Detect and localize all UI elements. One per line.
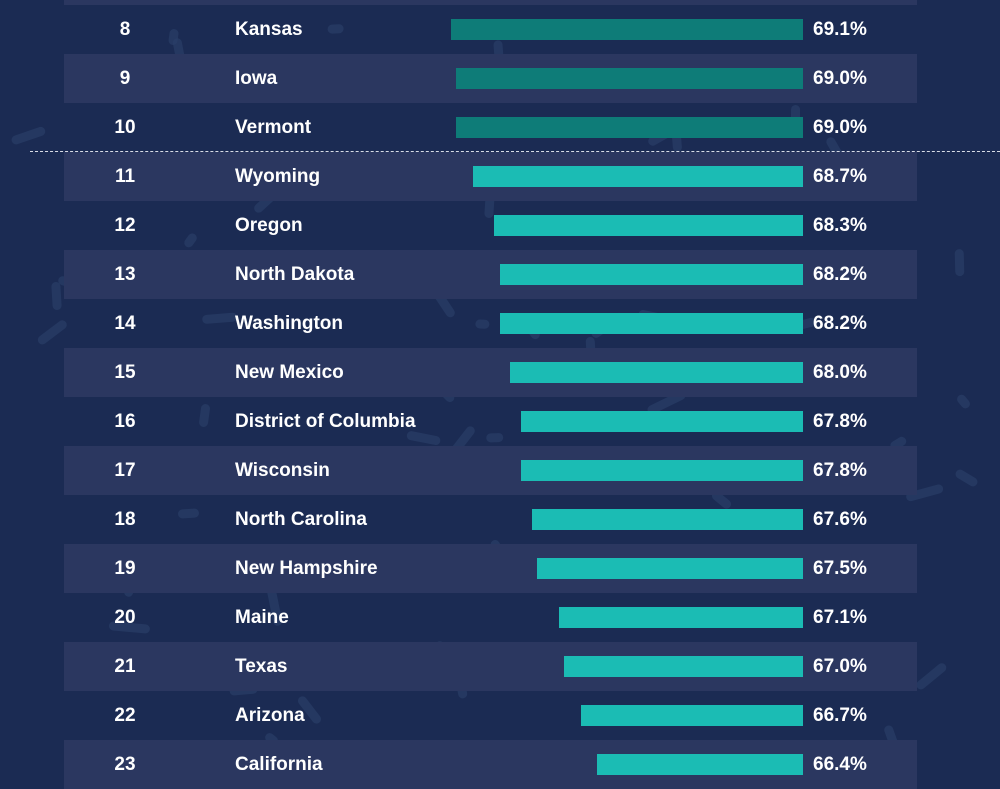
bar: [559, 607, 803, 628]
rank-label: 9: [119, 68, 131, 89]
rank-label: 22: [114, 705, 136, 726]
state-label: Vermont: [235, 117, 312, 138]
table-row: 8 Kansas 69.1%: [64, 5, 917, 54]
table-row: 21 Texas 67.0%: [64, 642, 917, 691]
rank-label: 20: [114, 607, 136, 628]
bar: [537, 558, 803, 579]
value-label: 68.3%: [813, 215, 867, 236]
value-label: 67.6%: [813, 509, 867, 530]
table-row: 10 Vermont 69.0%: [64, 103, 917, 152]
bar: [456, 68, 803, 89]
rank-label: 13: [114, 264, 136, 285]
bar: [580, 705, 803, 726]
bar: [472, 166, 803, 187]
state-label: North Carolina: [235, 509, 367, 530]
value-label: 68.2%: [813, 264, 867, 285]
confetti-piece: [50, 282, 62, 311]
state-label: Kansas: [235, 19, 303, 40]
table-row: 19 New Hampshire 67.5%: [64, 544, 917, 593]
bar: [499, 264, 803, 285]
table-row: [64, 0, 917, 5]
table-row: 22 Arizona 66.7%: [64, 691, 917, 740]
state-label: Oregon: [235, 215, 303, 236]
bar: [564, 656, 803, 677]
rank-label: 14: [114, 313, 136, 334]
bar: [521, 411, 803, 432]
value-label: 68.7%: [813, 166, 867, 187]
value-label: 69.0%: [813, 68, 867, 89]
rank-label: 15: [114, 362, 136, 383]
rank-label: 16: [114, 411, 136, 432]
table-row: 12 Oregon 68.3%: [64, 201, 917, 250]
rank-label: 12: [114, 215, 136, 236]
table-row: 13 North Dakota 68.2%: [64, 250, 917, 299]
state-label: District of Columbia: [235, 411, 416, 432]
state-label: Wisconsin: [235, 460, 330, 481]
rank-label: 19: [114, 558, 136, 579]
rank-label: 18: [114, 509, 136, 530]
bar: [456, 117, 803, 138]
rank-label: 10: [114, 117, 136, 138]
rank-label: 17: [114, 460, 136, 481]
value-label: 67.8%: [813, 460, 867, 481]
value-label: 67.8%: [813, 411, 867, 432]
state-label: Wyoming: [235, 166, 321, 187]
state-label: Arizona: [235, 705, 305, 726]
bar: [499, 313, 803, 334]
value-label: 69.1%: [813, 19, 867, 40]
table-row: 18 North Carolina 67.6%: [64, 495, 917, 544]
table-row: 15 New Mexico 68.0%: [64, 348, 917, 397]
confetti-piece: [914, 661, 949, 692]
top10-divider: [30, 151, 1000, 152]
state-label: North Dakota: [235, 264, 355, 285]
rank-label: 21: [114, 656, 136, 677]
state-label: New Hampshire: [235, 558, 378, 579]
rank-label: 11: [114, 166, 136, 187]
state-label: New Mexico: [235, 362, 344, 383]
value-label: 67.5%: [813, 558, 867, 579]
state-label: Washington: [235, 313, 343, 334]
bar: [494, 215, 803, 236]
value-label: 66.7%: [813, 705, 867, 726]
value-label: 68.2%: [813, 313, 867, 334]
state-label: Texas: [235, 656, 288, 677]
table-row: 11 Wyoming 68.7%: [64, 152, 917, 201]
state-label: Maine: [235, 607, 289, 628]
table-row: 17 Wisconsin 67.8%: [64, 446, 917, 495]
confetti-piece: [955, 392, 973, 410]
table-row: 20 Maine 67.1%: [64, 593, 917, 642]
confetti-piece: [953, 468, 979, 489]
table-row: 9 Iowa 69.0%: [64, 54, 917, 103]
state-label: Iowa: [235, 68, 278, 89]
bar: [521, 460, 803, 481]
confetti-piece: [954, 248, 965, 276]
table-row: 14 Washington 68.2%: [64, 299, 917, 348]
bar: [532, 509, 803, 530]
value-label: 67.1%: [813, 607, 867, 628]
bar: [510, 362, 803, 383]
rank-label: 8: [119, 19, 131, 40]
value-label: 69.0%: [813, 117, 867, 138]
value-label: 68.0%: [813, 362, 867, 383]
confetti-piece: [10, 125, 48, 146]
bar: [451, 19, 803, 40]
table-row: 16 District of Columbia 67.8%: [64, 397, 917, 446]
value-label: 67.0%: [813, 656, 867, 677]
